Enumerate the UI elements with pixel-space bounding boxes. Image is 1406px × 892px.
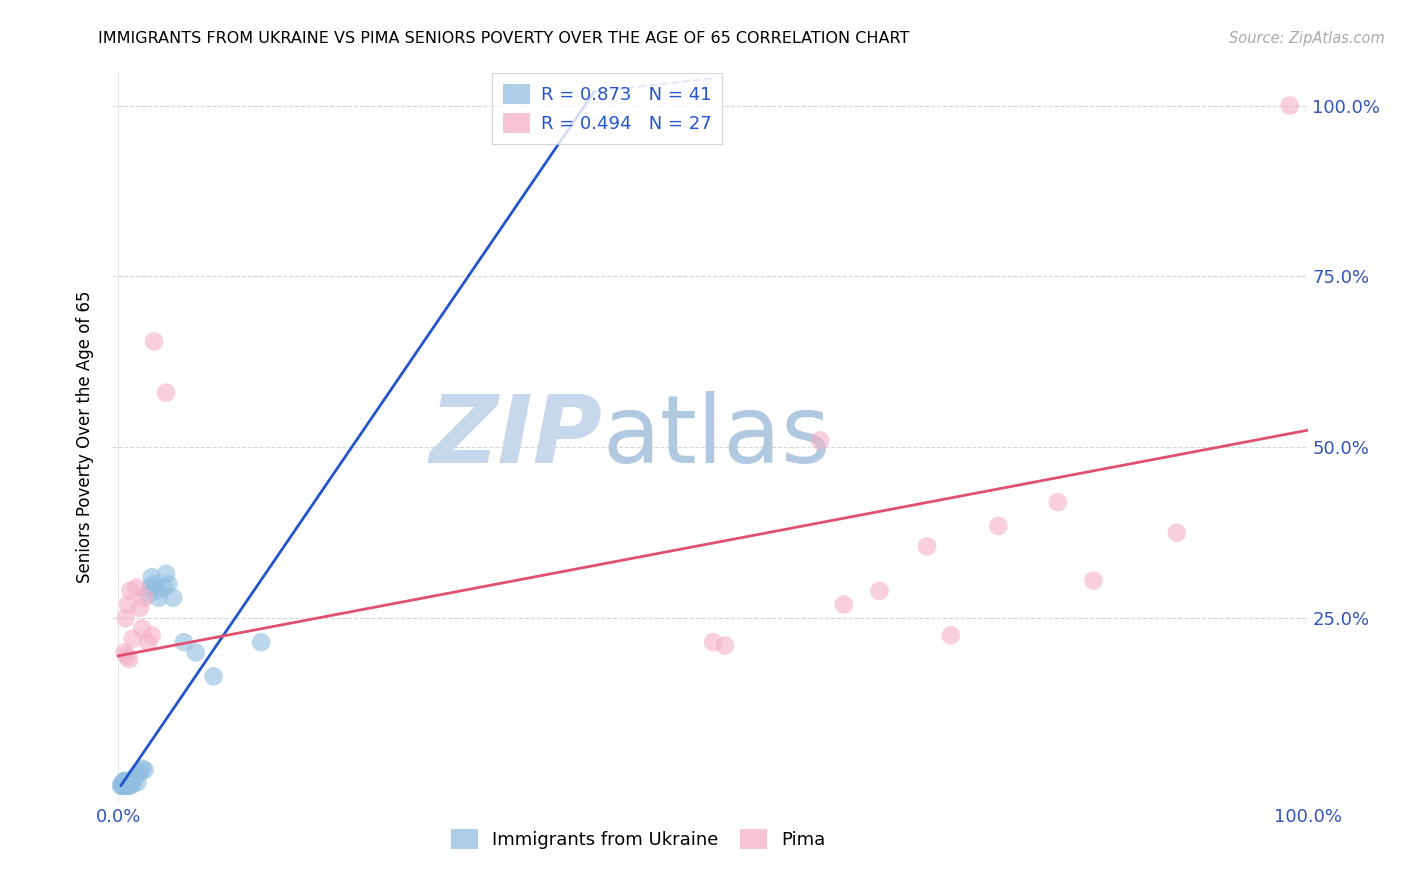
Point <box>114 773 136 788</box>
Point <box>112 777 135 791</box>
Point <box>1166 525 1188 540</box>
Point <box>118 775 141 789</box>
Point <box>808 434 831 448</box>
Point <box>120 779 142 793</box>
Point <box>127 775 149 789</box>
Point <box>832 598 855 612</box>
Point <box>121 632 143 646</box>
Point <box>112 645 135 659</box>
Text: atlas: atlas <box>603 391 831 483</box>
Y-axis label: Seniors Poverty Over the Age of 65: Seniors Poverty Over the Age of 65 <box>76 291 94 583</box>
Point <box>987 519 1010 533</box>
Point <box>1278 98 1301 112</box>
Point <box>112 779 135 793</box>
Point <box>115 775 138 789</box>
Point <box>111 779 134 793</box>
Point <box>112 777 135 791</box>
Point <box>125 768 148 782</box>
Point <box>122 772 145 786</box>
Point <box>155 566 177 581</box>
Point <box>112 775 135 789</box>
Point <box>184 645 207 659</box>
Point <box>143 334 166 349</box>
Point <box>162 591 184 605</box>
Text: IMMIGRANTS FROM UKRAINE VS PIMA SENIORS POVERTY OVER THE AGE OF 65 CORRELATION C: IMMIGRANTS FROM UKRAINE VS PIMA SENIORS … <box>98 31 910 46</box>
Point <box>117 598 139 612</box>
Point <box>120 583 142 598</box>
Point <box>134 591 156 605</box>
Point <box>148 591 170 605</box>
Point <box>136 635 159 649</box>
Point <box>112 775 135 789</box>
Point <box>143 577 166 591</box>
Point <box>939 628 962 642</box>
Point <box>1083 574 1105 588</box>
Point <box>869 583 891 598</box>
Point <box>117 777 139 791</box>
Point <box>136 587 159 601</box>
Point <box>131 622 153 636</box>
Point <box>145 583 167 598</box>
Point <box>114 777 136 791</box>
Point <box>141 570 163 584</box>
Point <box>155 385 177 400</box>
Point <box>134 763 156 777</box>
Point <box>117 779 139 793</box>
Point <box>112 773 135 788</box>
Point <box>915 540 938 554</box>
Point <box>139 581 162 595</box>
Point <box>114 611 136 625</box>
Text: ZIP: ZIP <box>430 391 603 483</box>
Point <box>111 777 134 791</box>
Point <box>115 648 138 663</box>
Point <box>125 581 148 595</box>
Point <box>120 775 142 789</box>
Point <box>115 779 138 793</box>
Point <box>250 635 273 649</box>
Point <box>112 779 135 793</box>
Point <box>152 581 174 595</box>
Point <box>141 628 163 642</box>
Point <box>1046 495 1069 509</box>
Point <box>121 777 143 791</box>
Legend: Immigrants from Ukraine, Pima: Immigrants from Ukraine, Pima <box>443 822 834 856</box>
Point <box>202 669 225 683</box>
Point <box>702 635 724 649</box>
Point <box>110 779 132 793</box>
Point <box>114 779 136 793</box>
Text: Source: ZipAtlas.com: Source: ZipAtlas.com <box>1229 31 1385 46</box>
Point <box>714 639 737 653</box>
Point <box>128 601 150 615</box>
Point <box>118 652 141 666</box>
Point <box>173 635 195 649</box>
Point <box>128 765 150 780</box>
Point <box>157 577 180 591</box>
Point <box>131 762 153 776</box>
